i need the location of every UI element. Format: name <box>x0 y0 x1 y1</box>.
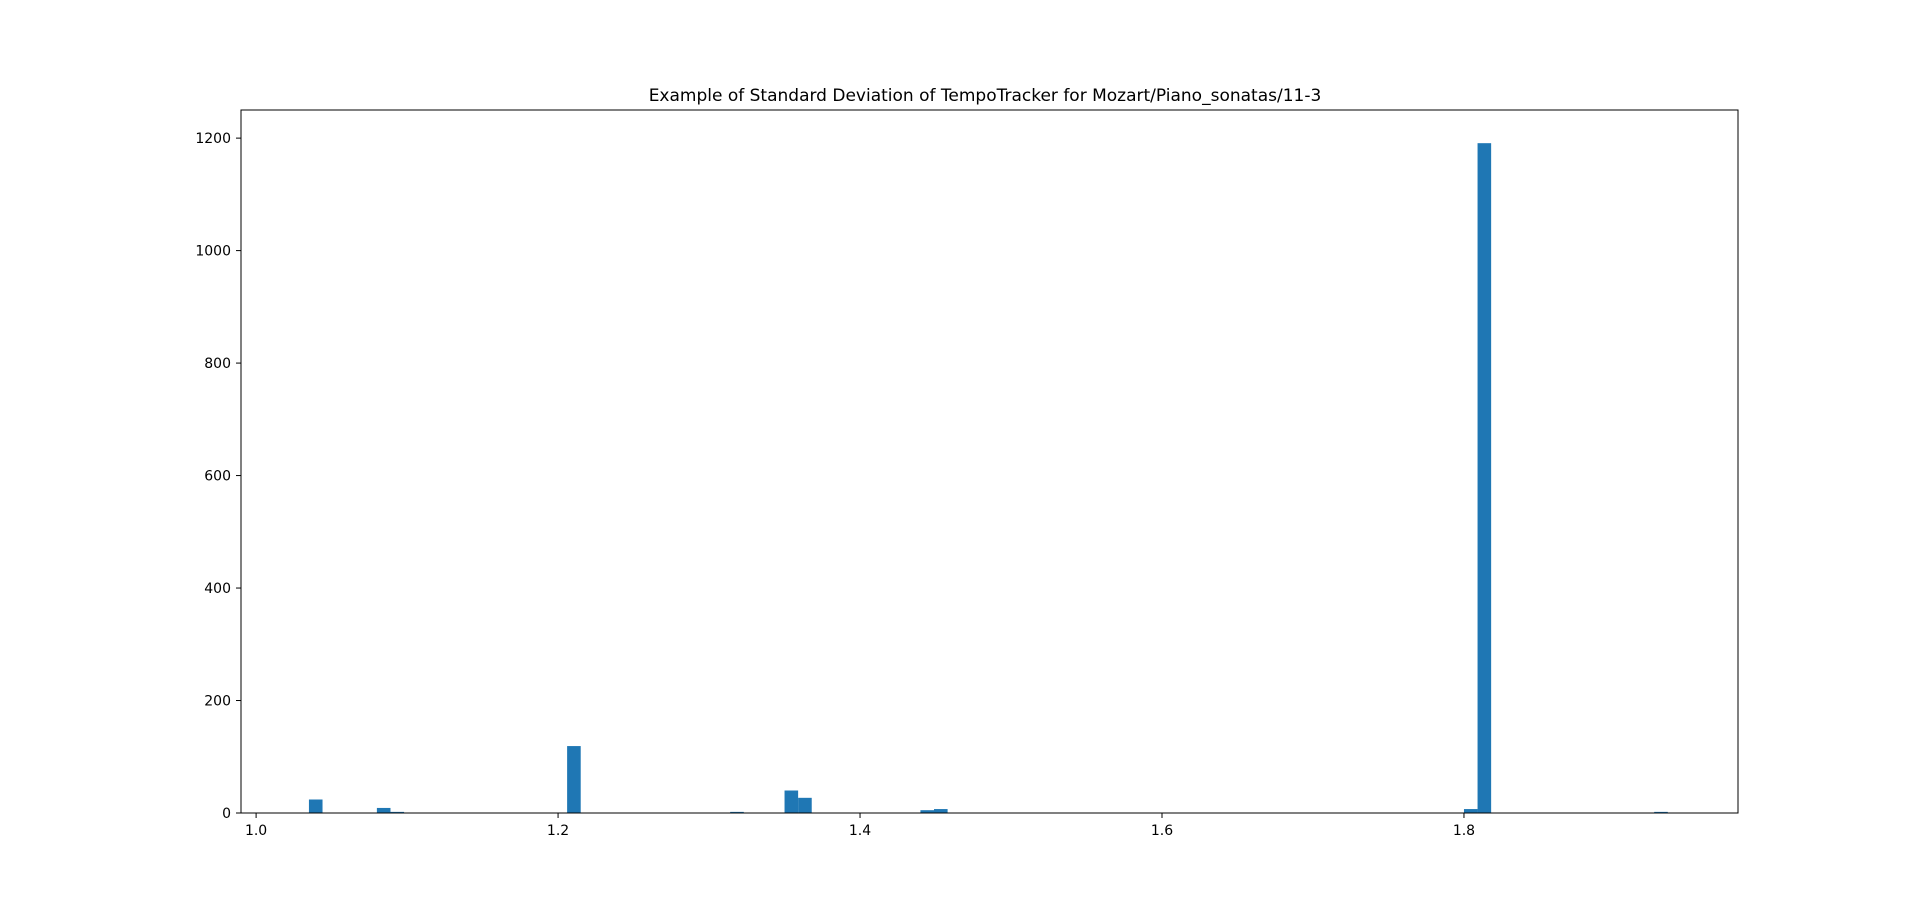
x-tick-label: 1.2 <box>547 823 569 839</box>
histogram-bar <box>920 810 935 813</box>
y-tick-label: 1000 <box>195 244 231 260</box>
y-axis-ticks: 0 200 400 600 800 1000 1200 <box>195 131 241 822</box>
histogram-bar <box>1463 809 1478 813</box>
histogram-bar <box>308 799 323 813</box>
chart-title: Example of Standard Deviation of TempoTr… <box>649 86 1322 106</box>
x-tick-label: 1.8 <box>1453 823 1475 839</box>
histogram-bar <box>376 807 391 813</box>
plot-frame <box>240 109 1739 814</box>
y-tick-label: 600 <box>204 469 231 485</box>
histogram-bar <box>1477 143 1492 813</box>
histogram-bar <box>798 797 812 813</box>
y-tick-label: 0 <box>222 806 231 822</box>
x-tick-label: 1.4 <box>849 823 871 839</box>
histogram-bar <box>567 746 581 813</box>
histogram-bar <box>934 809 948 813</box>
y-tick-label: 400 <box>204 581 231 597</box>
x-tick-label: 1.0 <box>245 823 267 839</box>
bars-group <box>308 143 1668 813</box>
y-tick-label: 1200 <box>195 131 231 147</box>
x-tick-label: 1.6 <box>1151 823 1173 839</box>
y-tick-label: 800 <box>204 356 231 372</box>
histogram-bar <box>730 811 744 813</box>
y-tick-label: 200 <box>204 694 231 710</box>
histogram-bar <box>784 790 799 813</box>
histogram-bar <box>390 811 405 813</box>
x-axis-ticks: 1.0 1.2 1.4 1.6 1.8 <box>245 813 1475 839</box>
histogram-bar <box>1654 811 1668 813</box>
